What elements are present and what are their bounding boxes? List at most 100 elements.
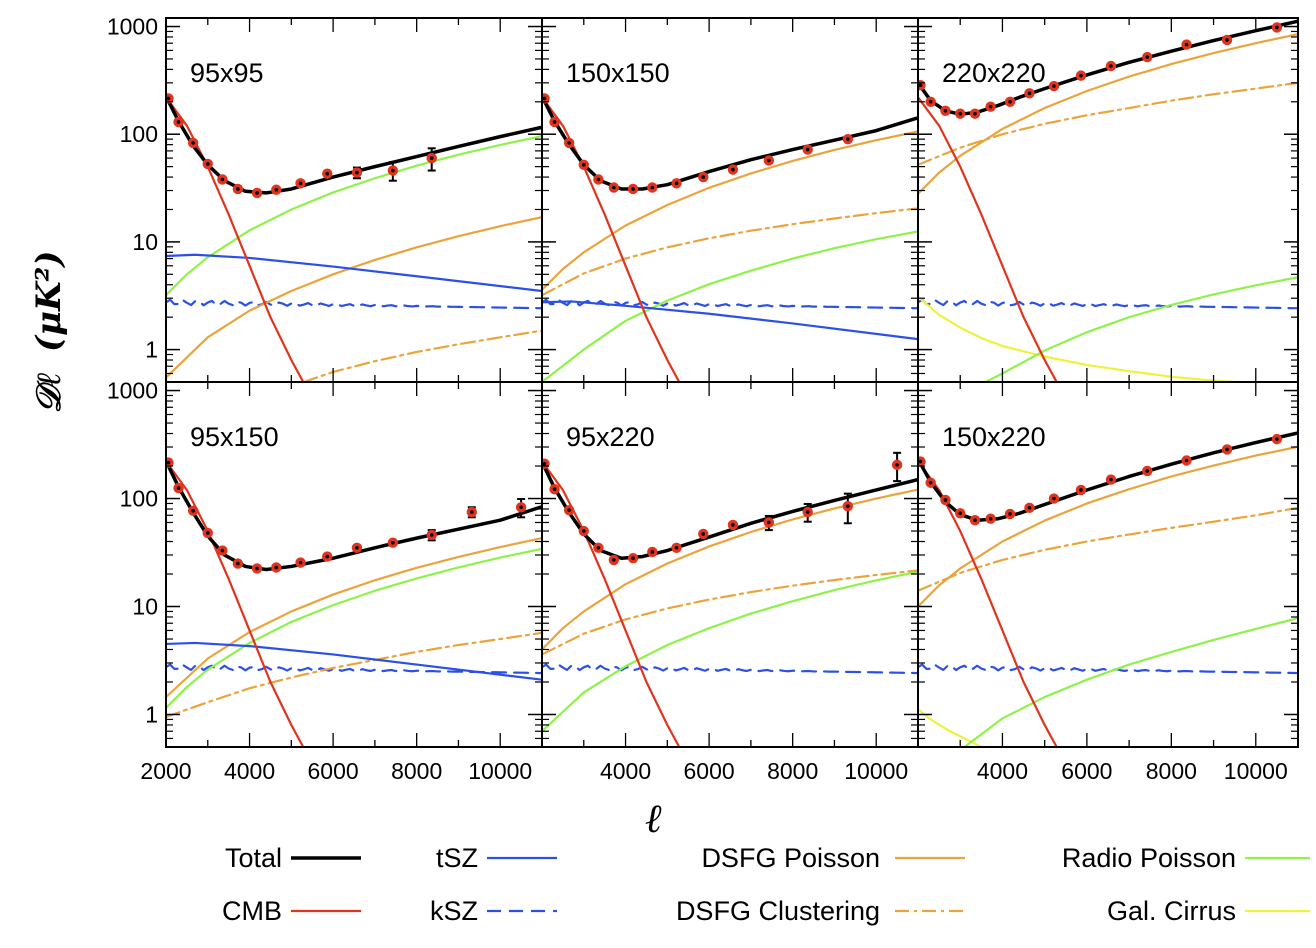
x-tick-label: 10000 bbox=[1224, 758, 1288, 784]
data-point-center bbox=[767, 158, 771, 163]
dsfg_poisson-line bbox=[542, 130, 918, 291]
data-point-center bbox=[928, 480, 933, 485]
data-point-center bbox=[255, 191, 259, 195]
data-point-center bbox=[701, 532, 706, 536]
dsfg_clustering-line bbox=[542, 569, 918, 656]
x-tick-label: 8000 bbox=[1146, 758, 1197, 784]
data-point-center bbox=[631, 556, 635, 561]
data-point-center bbox=[166, 96, 171, 101]
cmb-line bbox=[166, 96, 305, 382]
y-axis-label: 𝒟ℓ (μK²) bbox=[29, 250, 69, 413]
panel-title: 95x150 bbox=[190, 422, 279, 452]
data-point-center bbox=[542, 461, 547, 466]
dsfg_clustering-line bbox=[542, 207, 918, 297]
y-label-symbol: 𝒟ℓ bbox=[29, 372, 69, 414]
data-point-center bbox=[519, 505, 523, 510]
legend-item-dsfg_clustering: DSFG Clustering bbox=[676, 896, 965, 926]
dsfg_clustering-line bbox=[166, 631, 542, 719]
legend-item-cmb: CMB bbox=[222, 896, 361, 926]
data-point-center bbox=[1184, 458, 1189, 463]
dsfg_clustering-line bbox=[918, 506, 1298, 592]
data-point-center bbox=[701, 175, 706, 179]
data-point-center bbox=[325, 171, 330, 176]
x-tick-label: 10000 bbox=[844, 758, 908, 784]
legend-item-gal_cirrus: Gal. Cirrus bbox=[1107, 896, 1310, 926]
y-tick-label: 1000 bbox=[107, 378, 158, 404]
data-point-center bbox=[1275, 437, 1279, 441]
data-point-center bbox=[1145, 469, 1150, 473]
radio_poisson-line bbox=[542, 570, 918, 733]
data-point-center bbox=[928, 99, 933, 104]
panel-title: 220x220 bbox=[942, 58, 1046, 88]
plot-area bbox=[542, 93, 918, 382]
data-point-center bbox=[1027, 506, 1032, 510]
radio_poisson-line bbox=[166, 135, 542, 297]
data-point-center bbox=[973, 518, 977, 522]
y-tick-label: 100 bbox=[120, 121, 158, 147]
data-point-center bbox=[731, 167, 735, 172]
panels: 1 10 100 1000 95x95 150x150 220x220 1 10 100 1000 2… bbox=[107, 14, 1299, 784]
data-point-center bbox=[943, 498, 948, 502]
data-point-center bbox=[298, 181, 303, 186]
data-point-center bbox=[1109, 477, 1113, 482]
data-point-center bbox=[650, 550, 655, 554]
x-tick-label: 2000 bbox=[140, 758, 191, 784]
data-point-center bbox=[1109, 64, 1113, 68]
legend: Total CMB tSZ kSZ DSFG Poisson DSFG Clusterin… bbox=[222, 843, 1310, 926]
cmb-line bbox=[166, 460, 305, 747]
data-point-center bbox=[191, 141, 195, 145]
legend-label: kSZ bbox=[430, 896, 478, 926]
data-point-center bbox=[166, 460, 171, 465]
data-point-center bbox=[220, 548, 225, 553]
x-tick-label: 6000 bbox=[1061, 758, 1112, 784]
data-point-center bbox=[205, 531, 210, 535]
legend-item-dsfg_poisson: DSFG Poisson bbox=[701, 843, 965, 873]
data-point-center bbox=[176, 486, 181, 490]
panel-title: 150x220 bbox=[942, 422, 1046, 452]
radio_poisson-line bbox=[166, 547, 542, 710]
cmb-line bbox=[542, 96, 681, 382]
x-tick-label: 8000 bbox=[767, 758, 818, 784]
panel-220x220: 220x220 bbox=[917, 17, 1299, 383]
data-point-center bbox=[674, 545, 679, 550]
data-point-center bbox=[552, 120, 557, 124]
tsz-line bbox=[166, 253, 542, 293]
data-point-center bbox=[581, 529, 586, 533]
data-point-center bbox=[650, 185, 655, 190]
plot-area bbox=[918, 431, 1298, 747]
data-point-center bbox=[988, 516, 993, 521]
data-point-center bbox=[1027, 91, 1032, 96]
legend-label: Gal. Cirrus bbox=[1107, 896, 1236, 926]
panel-95x150: 1 10 100 1000 2000 4000 6000 8000 10000 95x150 bbox=[107, 378, 543, 784]
ksz-line bbox=[166, 298, 542, 310]
data-point-center bbox=[596, 545, 601, 550]
data-point-center bbox=[220, 177, 225, 182]
data-point-center bbox=[470, 510, 474, 514]
panel-title: 95x220 bbox=[566, 422, 655, 452]
data-point-center bbox=[429, 156, 434, 160]
legend-item-radio_poisson: Radio Poisson bbox=[1062, 843, 1310, 873]
data-point-center bbox=[1225, 38, 1229, 42]
data-point-center bbox=[731, 523, 735, 527]
x-axis-label: ℓ bbox=[645, 795, 662, 842]
y-tick-label: 1 bbox=[145, 701, 158, 727]
y-tick-label: 100 bbox=[120, 486, 158, 512]
data-point-center bbox=[612, 558, 616, 562]
y-label-units: (μK²) bbox=[29, 250, 69, 352]
data-point-center bbox=[429, 533, 434, 537]
plot-area bbox=[166, 93, 542, 382]
tsz-line bbox=[542, 300, 918, 341]
data-point-center bbox=[355, 545, 359, 550]
data-point-center bbox=[631, 187, 635, 191]
x-tick-label: 6000 bbox=[308, 758, 359, 784]
cmb-line bbox=[918, 460, 1058, 747]
data-point-center bbox=[846, 504, 850, 508]
y-tick-label: 10 bbox=[132, 594, 158, 620]
data-point-center bbox=[274, 187, 279, 192]
panel-title: 150x150 bbox=[566, 58, 670, 88]
cmb-line bbox=[542, 460, 681, 747]
data-point-center bbox=[255, 566, 259, 571]
y-axis-label-text: 𝒟ℓ (μK²) bbox=[29, 250, 69, 413]
cmb-line bbox=[918, 96, 1058, 382]
